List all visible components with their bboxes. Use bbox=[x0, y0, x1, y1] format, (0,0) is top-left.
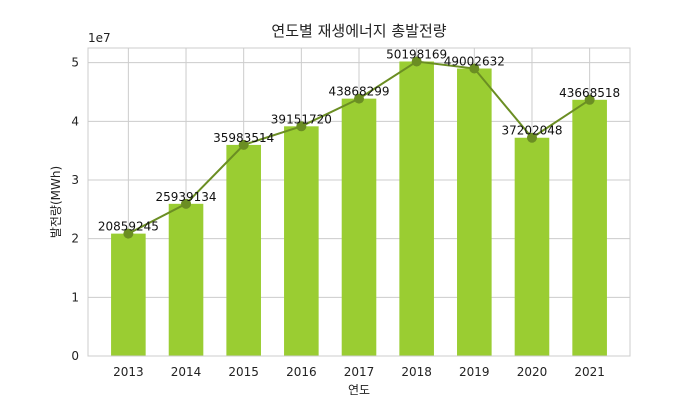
bar bbox=[399, 61, 434, 356]
data-labels: 20859245 25939134 35983514 39151720 43868299… bbox=[98, 48, 620, 234]
line-point bbox=[296, 121, 307, 132]
x-tick-label: 2019 bbox=[459, 365, 490, 379]
x-tick-labels: 2013 2014 2015 2016 2017 2018 2019 2020 2021 bbox=[113, 365, 605, 379]
y-tick-label: 5 bbox=[71, 56, 79, 70]
data-label: 49002632 bbox=[444, 55, 505, 69]
line-point bbox=[469, 63, 480, 74]
plot-frame bbox=[87, 47, 631, 357]
data-label: 43868299 bbox=[328, 85, 389, 99]
bar bbox=[226, 144, 261, 356]
x-tick-label: 2018 bbox=[401, 365, 432, 379]
x-tick-label: 2013 bbox=[113, 365, 144, 379]
bar bbox=[514, 137, 550, 356]
data-label: 35983514 bbox=[213, 131, 274, 145]
y-tick-label: 0 bbox=[71, 349, 79, 363]
bars bbox=[111, 61, 607, 357]
chart-title: 연도별 재생에너지 총발전량 bbox=[271, 22, 446, 40]
data-label: 50198169 bbox=[386, 48, 447, 62]
line-point bbox=[123, 228, 134, 239]
x-tick-label: 2020 bbox=[517, 365, 548, 379]
bar bbox=[572, 99, 607, 356]
bar bbox=[341, 98, 377, 356]
x-tick-label: 2015 bbox=[228, 365, 259, 379]
bar bbox=[284, 126, 319, 356]
y-tick-label: 2 bbox=[71, 232, 79, 246]
y-axis-title: 발전량(MWh) bbox=[49, 166, 63, 238]
data-label: 20859245 bbox=[98, 220, 159, 234]
line-point bbox=[354, 93, 364, 104]
y-tick-label: 1 bbox=[71, 290, 79, 304]
line-point bbox=[526, 132, 537, 143]
data-label: 39151720 bbox=[271, 112, 332, 126]
bar bbox=[168, 203, 204, 356]
y-tick-label: 4 bbox=[71, 114, 79, 128]
line-point bbox=[411, 56, 422, 67]
trend-line bbox=[123, 56, 595, 239]
line-point bbox=[181, 198, 192, 209]
line-point bbox=[238, 139, 249, 150]
y-axis-offset-label: 1e7 bbox=[88, 31, 111, 45]
x-axis-title: 연도 bbox=[348, 383, 370, 397]
x-tick-label: 2017 bbox=[344, 365, 375, 379]
data-label: 25939134 bbox=[155, 190, 216, 204]
x-tick-label: 2016 bbox=[286, 365, 317, 379]
x-tick-label: 2021 bbox=[574, 365, 605, 379]
line-point bbox=[584, 94, 595, 105]
y-tick-label: 3 bbox=[71, 173, 79, 187]
data-label: 43668518 bbox=[559, 86, 620, 100]
x-tick-label: 2014 bbox=[171, 365, 202, 379]
data-label: 37202048 bbox=[501, 124, 562, 138]
y-tick-labels: 0 1 2 3 4 5 bbox=[71, 56, 79, 363]
bar bbox=[111, 233, 146, 356]
bar bbox=[457, 68, 492, 357]
